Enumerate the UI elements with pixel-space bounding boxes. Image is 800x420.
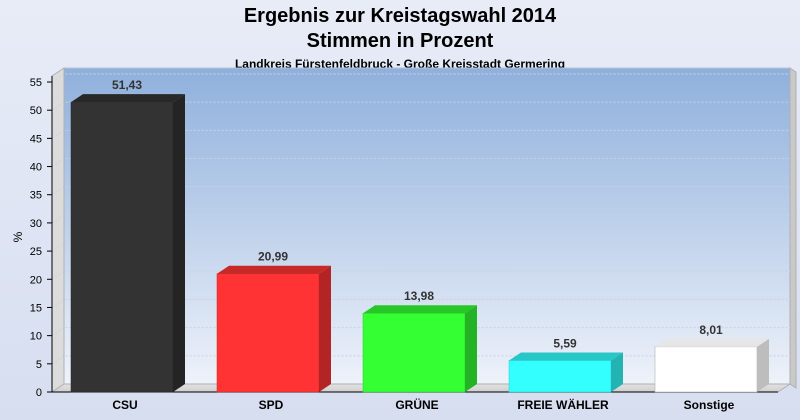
gridline <box>51 327 790 337</box>
gridline <box>51 129 790 139</box>
y-tick-label: 40 <box>30 162 42 174</box>
gridline <box>51 355 790 365</box>
bar-value-label: 13,98 <box>404 289 434 303</box>
y-tick-label: 50 <box>30 105 42 117</box>
bar-csu <box>70 94 185 393</box>
y-axis-label: % <box>11 231 25 242</box>
bar-gr-ne <box>362 305 477 393</box>
bar-sonstige <box>654 338 769 393</box>
bar-freie-w-hler <box>508 352 623 393</box>
plot-right-edge <box>789 67 797 389</box>
y-tick-label: 45 <box>30 133 42 145</box>
gridline <box>51 242 790 252</box>
bar-value-label: 20,99 <box>258 250 288 264</box>
bar-side <box>319 265 331 392</box>
bar-top <box>363 305 477 314</box>
y-tick-label: 35 <box>30 190 42 202</box>
bar-front <box>216 273 320 393</box>
chart-title-line-2: Stimmen in Prozent <box>306 30 494 52</box>
gridline <box>51 158 790 167</box>
bar-top <box>71 94 185 103</box>
bar-side <box>757 338 769 392</box>
bar-front <box>654 346 758 393</box>
gridline <box>51 214 790 224</box>
gridline <box>51 101 790 111</box>
y-tick-label: 0 <box>36 387 42 399</box>
gridline <box>51 186 790 196</box>
x-tick-label: FREIE WÄHLER <box>517 397 609 412</box>
y-tick-label: 25 <box>30 246 42 258</box>
bar-front <box>508 360 612 393</box>
bar-spd <box>216 265 331 393</box>
bar-side <box>173 94 185 392</box>
y-tick-label: 20 <box>30 274 42 286</box>
y-tick-label: 55 <box>30 77 42 89</box>
bar-value-label: 51,43 <box>112 78 142 92</box>
bar-top <box>509 352 623 361</box>
gridline <box>51 73 790 83</box>
chart-title: Ergebnis zur Kreistagswahl 2014 <box>243 5 557 27</box>
plot-side-wall <box>51 67 65 393</box>
y-tick-label: 10 <box>30 331 42 343</box>
bar-top <box>217 265 331 274</box>
y-tick-label: 15 <box>30 302 42 314</box>
gridline <box>51 298 790 308</box>
bar-front <box>362 312 466 393</box>
y-tick-label: 30 <box>30 218 42 230</box>
bar-value-label: 8,01 <box>699 323 723 337</box>
bar-value-label: 5,59 <box>553 336 577 350</box>
x-tick-label: Sonstige <box>684 398 735 412</box>
bar-top <box>655 338 769 347</box>
y-tick-label: 5 <box>36 359 42 371</box>
gridline <box>51 270 790 280</box>
x-tick-label: GRÜNE <box>395 397 438 412</box>
bar-side <box>611 352 623 392</box>
x-tick-label: SPD <box>259 398 284 412</box>
bar-side <box>465 305 477 392</box>
bar-front <box>70 101 174 393</box>
x-tick-label: CSU <box>112 398 137 412</box>
